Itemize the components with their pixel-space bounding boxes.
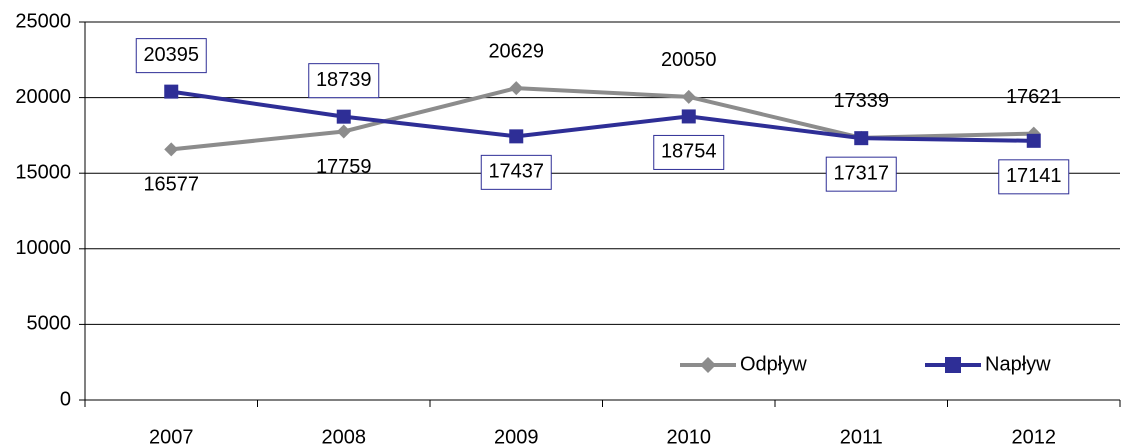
y-tick-label: 20000 [15,86,71,108]
y-tick-label: 0 [60,388,71,410]
value-label-box [825,156,897,192]
legend-label: Napływ [985,353,1051,375]
value-label: 16577 [143,174,199,196]
marker [509,81,524,96]
y-tick-label: 25000 [15,10,71,32]
marker [854,131,869,146]
value-label: 17141 [1006,165,1062,187]
marker [164,84,179,99]
marker [700,357,716,373]
value-label: 20395 [143,44,199,66]
value-label-box [135,38,207,74]
marker [681,89,696,104]
value-label-box [308,63,380,99]
series-line [170,89,1034,143]
x-tick-label: 2007 [149,426,194,445]
value-label: 17317 [833,162,889,184]
marker [336,109,351,124]
value-label: 17339 [833,90,889,112]
value-label: 18754 [661,141,717,163]
x-tick-label: 2011 [840,426,883,445]
x-tick-label: 2010 [667,426,712,445]
value-label: 17621 [1006,86,1062,108]
value-label: 17437 [488,161,544,183]
x-tick-label: 2012 [1012,426,1057,445]
marker [1026,133,1041,148]
y-tick-label: 15000 [15,161,71,183]
marker [164,142,179,157]
x-tick-label: 2009 [494,426,539,445]
value-label: 20629 [488,40,544,62]
x-tick-label: 2008 [322,426,367,445]
marker [336,124,351,139]
marker [681,109,696,124]
y-tick-label: 10000 [15,237,71,259]
legend-label: Odpływ [740,353,807,375]
value-label: 18739 [316,69,372,91]
y-tick-label: 5000 [27,313,72,335]
value-label-box [653,134,725,170]
value-label-box [998,159,1070,195]
value-label: 17759 [316,156,372,178]
value-label: 20050 [661,49,717,71]
value-label-box [480,154,552,190]
marker [945,357,961,373]
marker [509,129,524,144]
